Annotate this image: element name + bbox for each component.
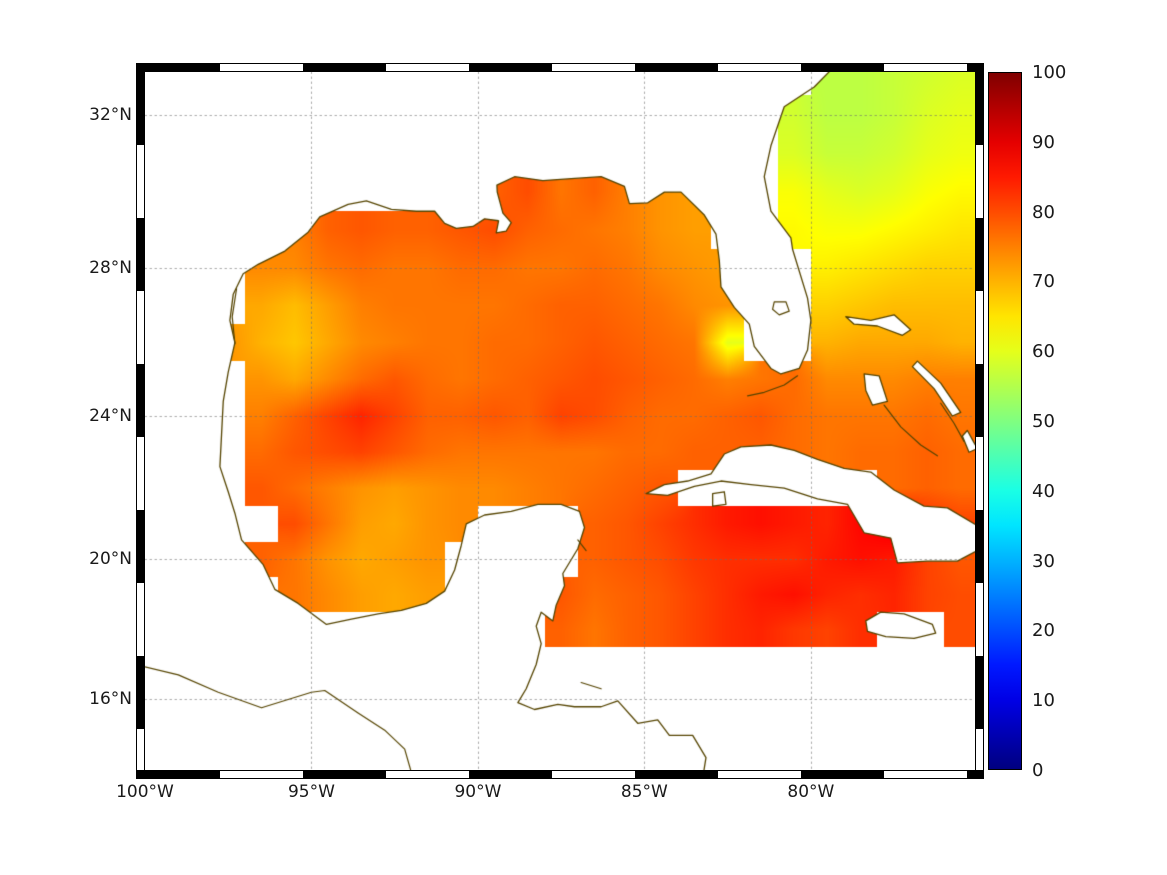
heatmap-canvas: [145, 72, 975, 770]
colorbar-tick-label: 0: [1032, 760, 1044, 781]
lon-tick-label: 100°W: [116, 782, 174, 802]
lat-tick-label: 20°N: [89, 549, 132, 570]
lat-tick-label: 24°N: [89, 405, 132, 426]
colorbar-tick-label: 60: [1032, 341, 1055, 363]
colorbar-tick-label: 30: [1032, 550, 1055, 572]
colorbar-tick-label: 70: [1032, 271, 1055, 293]
lat-tick-label: 16°N: [89, 689, 132, 710]
frame-checker-left: [136, 71, 145, 771]
colorbar-tick-label: 10: [1032, 690, 1055, 712]
lon-tick-label: 90°W: [454, 782, 502, 802]
colorbar-tick-label: 20: [1032, 620, 1055, 642]
colorbar: [988, 72, 1022, 770]
map-plot-area: [145, 72, 975, 770]
colorbar-tick-label: 50: [1032, 411, 1055, 432]
colorbar-tick-label: 40: [1032, 480, 1055, 502]
lon-tick-label: 85°W: [620, 782, 668, 802]
colorbar-tick-label: 80: [1032, 201, 1055, 223]
frame-checker-bottom: [136, 770, 984, 779]
map-frame: [136, 63, 984, 779]
frame-checker-top: [136, 63, 984, 72]
colorbar-tick-label: 90: [1032, 131, 1055, 153]
lat-tick-label: 32°N: [89, 104, 132, 125]
lon-tick-label: 80°W: [787, 782, 835, 802]
colorbar-tick-label: 100: [1032, 62, 1067, 83]
frame-checker-right: [975, 71, 984, 771]
lon-tick-label: 95°W: [287, 782, 335, 802]
lat-tick-label: 28°N: [89, 258, 132, 279]
